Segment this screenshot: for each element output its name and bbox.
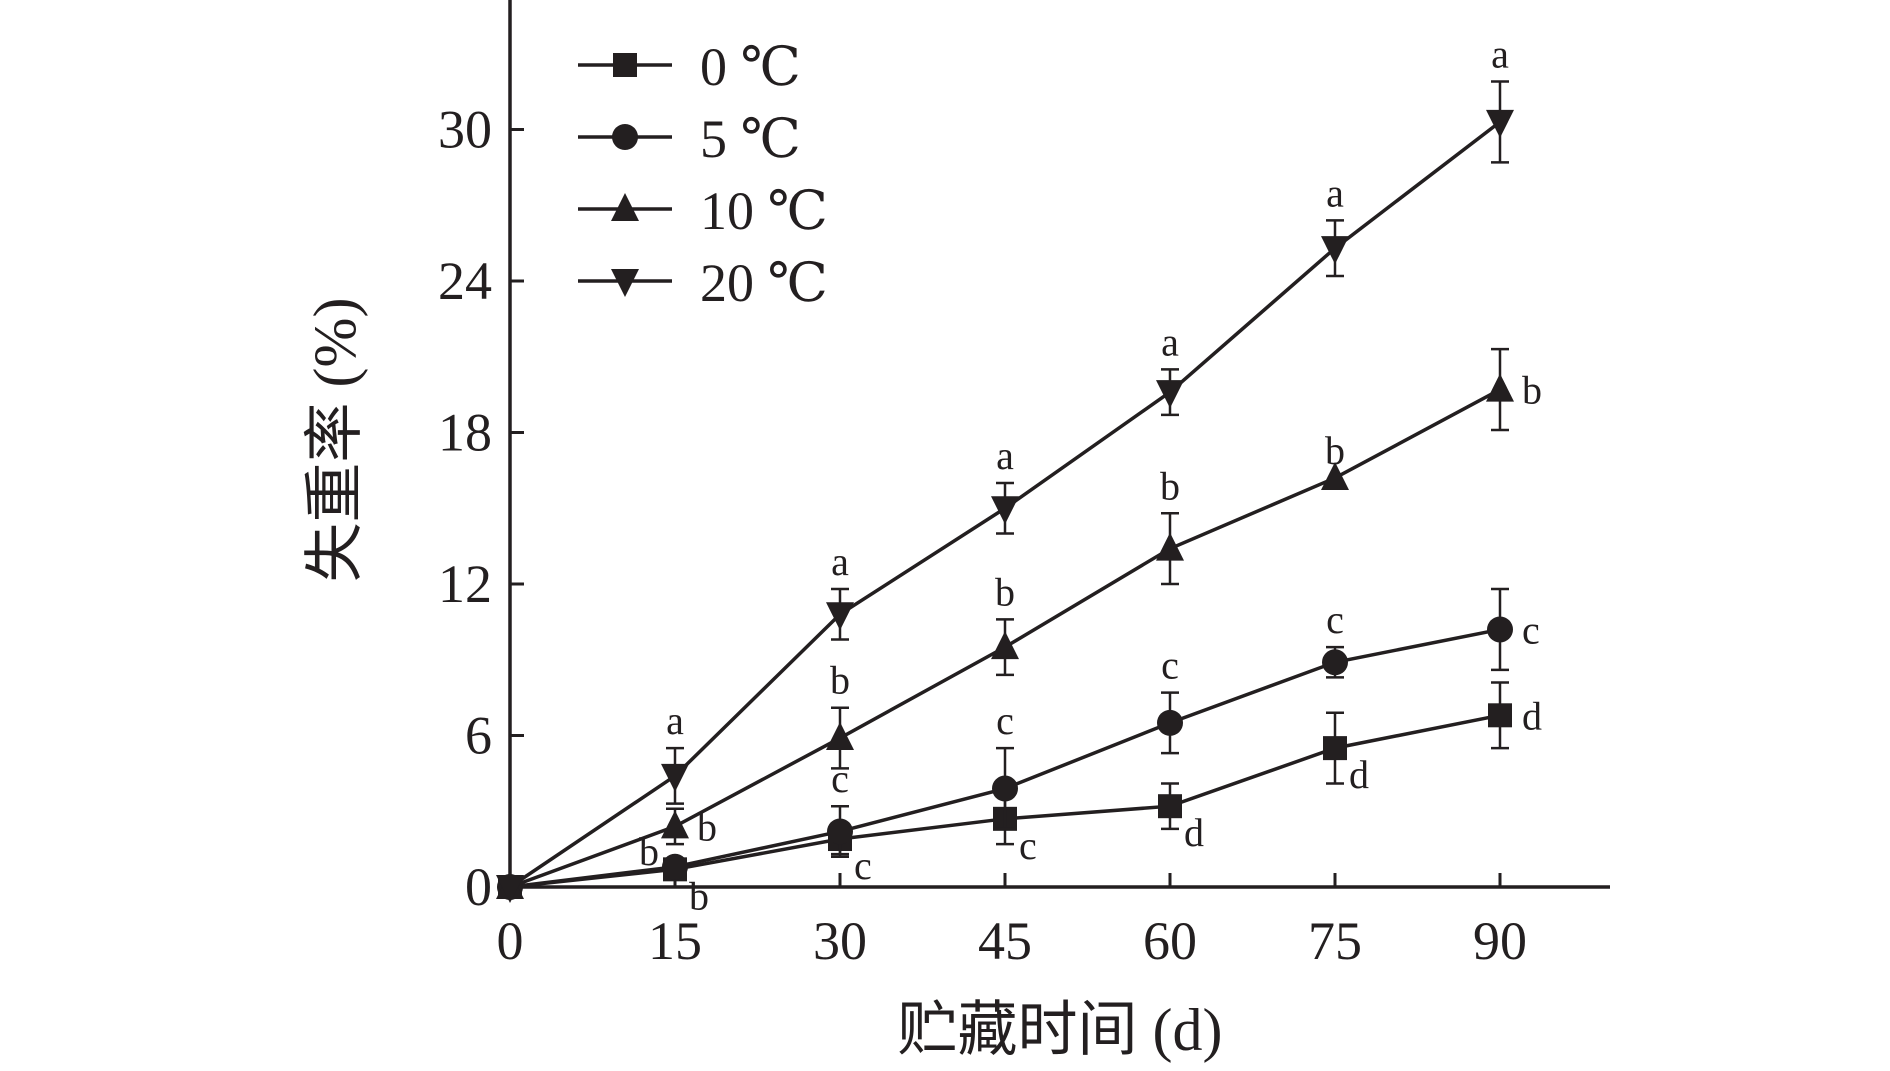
significance-label: b — [1325, 428, 1345, 473]
significance-label: d — [1522, 693, 1542, 738]
y-tick-label: 30 — [438, 100, 492, 160]
data-point — [992, 775, 1018, 802]
significance-label: a — [1326, 170, 1344, 215]
legend-label: 20 ℃ — [700, 253, 828, 313]
significance-label: c — [996, 698, 1014, 743]
y-axis-title: 失重率 (%) — [302, 298, 368, 583]
data-point — [991, 631, 1019, 660]
legend-marker — [612, 124, 638, 150]
x-axis-title: 贮藏时间 (d) — [898, 997, 1223, 1063]
x-tick-label: 15 — [648, 911, 702, 971]
axes — [508, 0, 1610, 889]
data-point — [991, 496, 1019, 525]
significance-label: d — [1349, 752, 1369, 797]
legend-label: 0 ℃ — [700, 37, 801, 97]
data-point — [1156, 380, 1184, 409]
x-tick-label: 0 — [497, 911, 524, 971]
data-point — [1158, 794, 1182, 819]
significance-label: a — [1161, 319, 1179, 364]
significance-label: a — [1491, 32, 1509, 77]
data-point — [496, 875, 524, 903]
data-point — [661, 763, 689, 792]
data-point — [1487, 616, 1513, 643]
data-point — [1323, 736, 1347, 761]
significance-label: d — [1184, 810, 1204, 855]
data-point — [1488, 703, 1512, 728]
significance-label: a — [666, 698, 684, 743]
significance-label: c — [1019, 823, 1037, 868]
legend-item-3: 20 ℃ — [578, 253, 828, 313]
legend-label: 10 ℃ — [700, 181, 828, 241]
x-tick-label: 90 — [1473, 911, 1527, 971]
data-point — [827, 818, 853, 845]
data-point — [826, 602, 854, 631]
data-point — [826, 722, 854, 751]
data-point — [661, 810, 689, 839]
x-ticks: 0 15 30 45 60 75 90 — [497, 873, 1527, 971]
significance-label: b — [697, 804, 717, 849]
legend-item-0: 0 ℃ — [578, 37, 801, 97]
significance-label: b — [689, 873, 709, 918]
data-point — [1321, 461, 1349, 490]
y-ticks: 0 6 12 18 24 30 — [438, 100, 524, 917]
series-0: b c c d d d — [498, 681, 1542, 918]
y-tick-label: 18 — [438, 403, 492, 463]
data-point — [1322, 649, 1348, 676]
significance-label: b — [830, 658, 850, 703]
significance-label: c — [1522, 607, 1540, 652]
significance-label: b — [995, 569, 1015, 614]
y-tick-label: 12 — [438, 554, 492, 614]
legend-marker — [611, 193, 639, 221]
x-tick-label: 75 — [1308, 911, 1362, 971]
legend-marker — [611, 269, 639, 297]
significance-label: c — [854, 843, 872, 888]
data-point — [1321, 236, 1349, 265]
x-tick-label: 60 — [1143, 911, 1197, 971]
significance-label: a — [996, 433, 1014, 478]
legend: 0 ℃ 5 ℃ 10 ℃ 20 ℃ — [578, 37, 828, 313]
x-tick-label: 30 — [813, 911, 867, 971]
data-point — [1486, 373, 1514, 402]
y-tick-label: 0 — [465, 857, 492, 917]
data-point — [1486, 109, 1514, 138]
significance-label: c — [1161, 643, 1179, 688]
x-tick-label: 45 — [978, 911, 1032, 971]
legend-marker — [613, 53, 637, 77]
data-point — [1156, 532, 1184, 561]
legend-label: 5 ℃ — [700, 109, 801, 169]
y-tick-label: 24 — [438, 251, 492, 311]
significance-label: b — [1160, 463, 1180, 508]
legend-item-2: 10 ℃ — [578, 181, 828, 241]
significance-label: b — [639, 829, 659, 874]
data-point — [1157, 709, 1183, 736]
data-point — [662, 853, 688, 880]
significance-label: a — [831, 539, 849, 584]
series-3: a a a a a a — [496, 32, 1514, 903]
y-tick-label: 6 — [465, 706, 492, 766]
significance-label: c — [1326, 597, 1344, 642]
significance-label: b — [1522, 368, 1542, 413]
legend-item-1: 5 ℃ — [578, 109, 801, 169]
